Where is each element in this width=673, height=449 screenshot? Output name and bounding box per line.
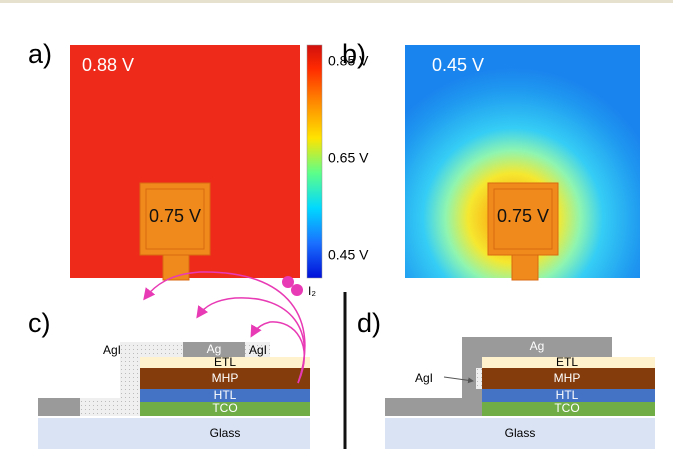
diffusion-arrow — [143, 271, 306, 384]
contact — [38, 398, 80, 416]
agi-region — [80, 342, 270, 416]
colorbar — [306, 44, 323, 279]
layer-label: AgI — [249, 343, 267, 357]
htl-layer — [482, 389, 655, 402]
panel-label: a) — [28, 39, 52, 69]
voltage-label: 0.45 V — [432, 55, 484, 75]
layer-label: AgI — [103, 343, 121, 357]
layer-label: MHP — [212, 371, 239, 385]
colorbar-tick: 0.85 V — [328, 53, 369, 69]
glass-layer — [385, 418, 655, 449]
layer-label: Glass — [505, 426, 536, 440]
iodine-atom — [282, 276, 294, 288]
agi-region — [476, 368, 482, 389]
panel-label: d) — [357, 308, 381, 338]
voltage-label: 0.75 V — [497, 206, 549, 226]
layer-label: ETL — [556, 355, 578, 369]
tco-layer — [140, 402, 310, 416]
pad-stem — [162, 251, 190, 281]
etl-layer — [140, 357, 310, 368]
layer-label: HTL — [556, 388, 579, 402]
colorbar-tick: 0.65 V — [328, 150, 369, 166]
panel-label: b) — [342, 39, 366, 69]
layer-label: TCO — [554, 401, 579, 415]
pad — [487, 182, 559, 256]
voltage-label: 0.75 V — [149, 206, 201, 226]
pad-inner — [145, 188, 205, 250]
layer-label: TCO — [212, 401, 237, 415]
layer-label: Ag — [530, 339, 545, 353]
panel-label: c) — [28, 308, 51, 338]
ag-layer — [385, 337, 612, 416]
top-rule — [0, 0, 673, 3]
mhp-layer — [482, 368, 655, 389]
pad — [139, 182, 211, 256]
tco-layer — [482, 402, 655, 416]
layer-label: Ag — [207, 342, 222, 356]
colorbar-tick: 0.45 V — [328, 247, 369, 263]
mhp-layer — [140, 368, 310, 389]
layer-label: Glass — [210, 426, 241, 440]
pad-stem — [511, 251, 539, 281]
iodine-atom — [291, 284, 303, 296]
layer-label: ETL — [214, 355, 236, 369]
pointer-arrow — [443, 376, 474, 384]
molecule-label: I₂ — [308, 284, 316, 298]
htl-layer — [140, 389, 310, 402]
layer-label: MHP — [554, 371, 581, 385]
layer-label: AgI — [415, 371, 433, 385]
pad-inner — [493, 188, 553, 250]
voltage-label: 0.88 V — [82, 55, 134, 75]
diffusion-arrow — [250, 321, 305, 384]
etl-layer — [482, 357, 655, 368]
ag-layer — [183, 342, 245, 357]
layer-label: HTL — [214, 388, 237, 402]
glass-layer — [38, 418, 310, 449]
